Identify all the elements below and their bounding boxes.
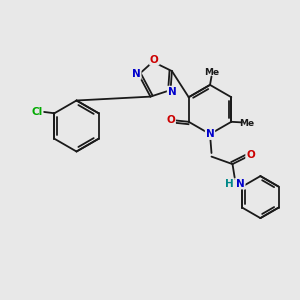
Text: Me: Me (239, 119, 254, 128)
Text: Me: Me (204, 68, 219, 77)
Text: H: H (225, 178, 234, 189)
Text: O: O (166, 115, 175, 125)
Text: N: N (236, 178, 245, 189)
Text: O: O (150, 55, 159, 65)
Text: N: N (132, 69, 141, 79)
Text: N: N (206, 129, 214, 139)
Text: O: O (246, 150, 255, 160)
Text: N: N (168, 87, 176, 97)
Text: Cl: Cl (32, 107, 43, 117)
